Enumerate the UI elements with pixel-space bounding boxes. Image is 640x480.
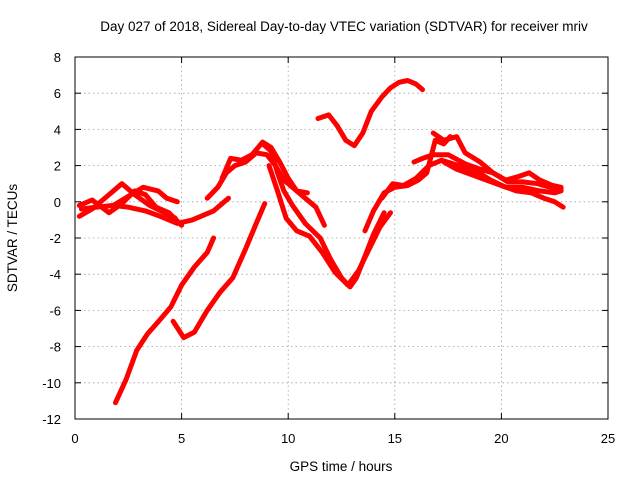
- y-tick-label: -12: [42, 412, 61, 427]
- y-axis-label: SDTVAR / TECUs: [5, 184, 20, 293]
- series-line-arc-15: [441, 159, 566, 210]
- y-tick-label: -8: [49, 340, 61, 355]
- series-line-arc-5: [113, 235, 217, 406]
- y-tick-label: 0: [54, 195, 61, 210]
- series-line-arc-13: [411, 152, 564, 192]
- y-tick-label: 6: [54, 86, 61, 101]
- series-line-arc-7: [204, 150, 327, 228]
- y-tick-label: -10: [42, 376, 61, 391]
- y-tick-label: 4: [54, 122, 61, 137]
- x-tick-label: 25: [601, 431, 615, 446]
- chart-title: Day 027 of 2018, Sidereal Day-to-day VTE…: [100, 19, 588, 34]
- data-series: [76, 78, 566, 406]
- series-line-arc-4: [110, 184, 180, 208]
- x-tick-label: 20: [494, 431, 508, 446]
- series-line-arc-14: [430, 130, 564, 190]
- series-line-arc-12: [379, 157, 564, 201]
- y-tick-label: -6: [49, 303, 61, 318]
- x-tick-label: 5: [178, 431, 185, 446]
- axis-ticks: 0 5 10 15 20 25 -12 -10 -8 -6 -4 -2 0 2 4 6 8: [42, 50, 615, 446]
- y-tick-label: 2: [54, 159, 61, 174]
- y-tick-label: -4: [49, 267, 61, 282]
- x-tick-label: 15: [388, 431, 402, 446]
- grid-lines: [75, 57, 608, 419]
- x-axis-label: GPS time / hours: [290, 459, 393, 474]
- x-tick-label: 0: [71, 431, 78, 446]
- y-tick-label: 8: [54, 50, 61, 65]
- series-line-arc-6: [170, 201, 268, 341]
- series-line-arc-2: [78, 195, 231, 226]
- series-line-arc-10: [266, 163, 393, 288]
- y-tick-label: -2: [49, 231, 61, 246]
- series-line-arc-16: [315, 78, 425, 149]
- x-tick-label: 10: [281, 431, 295, 446]
